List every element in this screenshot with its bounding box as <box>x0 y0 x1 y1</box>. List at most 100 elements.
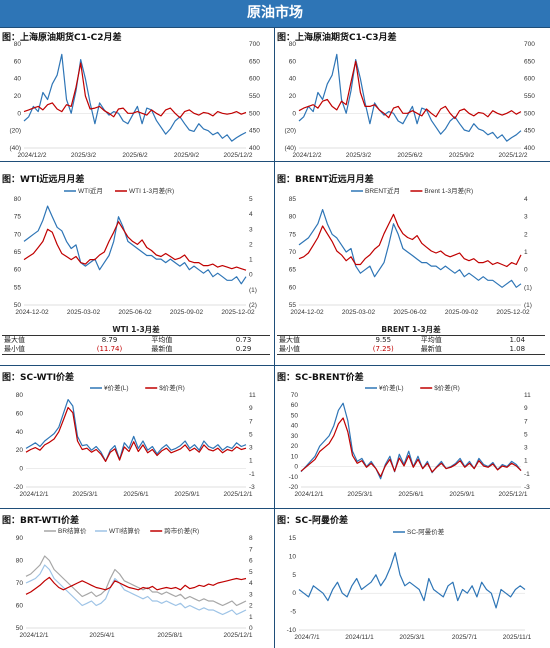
chart-sc-c1c3: 806040200(20)(40)70065060055050045040020… <box>284 41 535 159</box>
x-tick-label: 2025/3/1 <box>347 491 373 498</box>
y-right-tick-label: 500 <box>249 110 260 117</box>
panel-title-wti: 图：WTI近远月月差 <box>2 175 85 185</box>
y-left-tick-label: 60 <box>289 284 297 291</box>
x-tick-label: 2025/7/1 <box>452 634 478 641</box>
y-right-tick-label: 2 <box>249 241 253 248</box>
y-right-tick-label: 700 <box>249 41 260 48</box>
x-tick-label: 2025/3/2 <box>71 152 97 159</box>
y-right-tick-label: 5 <box>249 431 253 438</box>
y-left-tick-label: 5 <box>292 572 296 579</box>
y-right-tick-label: 7 <box>524 418 528 425</box>
y-left-tick-label: (40) <box>9 145 21 152</box>
y-right-tick-label: 9 <box>249 405 253 412</box>
y-left-tick-label: 60 <box>289 58 297 65</box>
y-left-tick-label: 40 <box>16 429 24 436</box>
y-left-tick-label: 75 <box>289 231 297 238</box>
legend-label: 跨市价差(R) <box>164 526 199 535</box>
y-left-tick-label: 60 <box>14 58 22 65</box>
series-line-0 <box>300 402 522 480</box>
panel-title-sc-c1c3: 图：上海原油期货C1-C3月差 <box>277 33 397 43</box>
chart-brent: 85 80 75 70 65 60 55 4 3 2 1 0 (1) (1) 2024-12-02 2025-… <box>289 186 532 316</box>
x-tick-label: 2025-06-02 <box>118 309 152 316</box>
x-tick-label: 2025-12-02 <box>496 309 530 316</box>
y-right-tick-label: 500 <box>524 110 535 117</box>
series-line-0 <box>298 209 522 288</box>
x-tick-label: 2024/11/1 <box>345 634 374 641</box>
x-tick-label: 2025-03-02 <box>342 309 376 316</box>
x-tick-label: 2025/6/1 <box>123 491 149 498</box>
x-tick-label: 2025/9/1 <box>174 491 200 498</box>
y-right-tick-label: 9 <box>524 405 528 412</box>
y-right-tick-label: (1) <box>524 302 532 309</box>
y-left-tick-label: 70 <box>14 231 22 238</box>
y-left-tick-label: 70 <box>291 392 299 399</box>
y-left-tick-label: -20 <box>289 484 299 491</box>
x-tick-label: 2024/12/2 <box>18 152 47 159</box>
y-left-tick-label: 40 <box>291 423 299 430</box>
y-left-tick-label: -20 <box>14 484 24 491</box>
y-right-tick-label: 1 <box>524 249 528 256</box>
row-divider <box>0 365 550 366</box>
y-left-tick-label: 60 <box>291 402 299 409</box>
series-line-1 <box>300 417 522 478</box>
x-tick-label: 2025/3/1 <box>399 634 425 641</box>
y-left-tick-label: (40) <box>284 145 296 152</box>
y-left-tick-label: 0 <box>19 466 23 473</box>
x-tick-label: 2025-12-02 <box>221 309 255 316</box>
banner-divider <box>0 27 550 28</box>
y-left-tick-label: 80 <box>14 196 22 203</box>
y-left-tick-label: -10 <box>289 474 299 481</box>
legend-label: WTI 1-3月差(R) <box>129 186 174 195</box>
y-right-tick-label: -1 <box>524 471 530 478</box>
series-line-0 <box>23 53 247 142</box>
page-banner-title: 原油市场 <box>0 0 550 27</box>
y-right-tick-label: 550 <box>249 93 260 100</box>
y-right-tick-label: 600 <box>524 76 535 83</box>
stats-latest-label: 最新值 <box>149 345 217 355</box>
x-tick-label: 2025/6/2 <box>122 152 148 159</box>
stats-min-value: (7.25) <box>347 345 419 355</box>
y-right-tick-label: 650 <box>524 58 535 65</box>
series-line-1 <box>298 60 522 120</box>
y-left-tick-label: 75 <box>14 214 22 221</box>
y-left-tick-label: 40 <box>14 76 22 83</box>
y-right-tick-label: 4 <box>249 580 253 587</box>
y-left-tick-label: 50 <box>14 302 22 309</box>
y-right-tick-label: 2 <box>249 603 253 610</box>
stats-max-label: 最大值 <box>2 335 70 345</box>
y-left-tick-label: 60 <box>16 410 24 417</box>
stats-max-value: 9.55 <box>347 335 419 345</box>
y-left-tick-label: 10 <box>291 453 299 460</box>
legend-label: Brent 1-3月差(R) <box>424 186 473 195</box>
stats-wti: WTI 1-3月差 最大值 8.79 平均值 0.73 最小值 (11.74) … <box>2 324 270 355</box>
x-tick-label: 2025/12/2 <box>224 152 253 159</box>
y-right-tick-label: 3 <box>249 591 253 598</box>
x-tick-label: 2025/11/1 <box>503 634 532 641</box>
y-left-tick-label: 0 <box>292 590 296 597</box>
y-left-tick-label: 90 <box>16 535 24 542</box>
y-right-tick-label: 4 <box>524 196 528 203</box>
y-left-tick-label: 15 <box>289 535 297 542</box>
y-right-tick-label: 7 <box>249 546 253 553</box>
legend-label: WTI近月 <box>78 186 103 195</box>
x-tick-label: 2024/12/1 <box>295 491 324 498</box>
x-tick-label: 2025/8/1 <box>157 632 183 639</box>
x-tick-label: 2025/4/1 <box>89 632 115 639</box>
y-left-tick-label: 0 <box>292 110 296 117</box>
x-tick-label: 2025/12/1 <box>499 491 528 498</box>
y-right-tick-label: (1) <box>524 284 532 291</box>
legend-label: ¥价差(L) <box>379 383 404 392</box>
y-right-tick-label: 3 <box>249 226 253 233</box>
y-left-tick-label: 80 <box>14 41 22 48</box>
y-right-tick-label: 0 <box>249 625 253 632</box>
y-right-tick-label: 600 <box>249 76 260 83</box>
x-tick-label: 2025/12/2 <box>499 152 528 159</box>
stats-avg-value: 1.04 <box>489 335 545 345</box>
y-right-tick-label: 1 <box>249 614 253 621</box>
row-divider <box>0 508 550 509</box>
y-left-tick-label: 80 <box>289 214 297 221</box>
y-left-tick-label: (20) <box>284 128 296 135</box>
x-tick-label: 2025/9/1 <box>449 491 475 498</box>
y-left-tick-label: 70 <box>16 580 24 587</box>
y-right-tick-label: 7 <box>249 418 253 425</box>
